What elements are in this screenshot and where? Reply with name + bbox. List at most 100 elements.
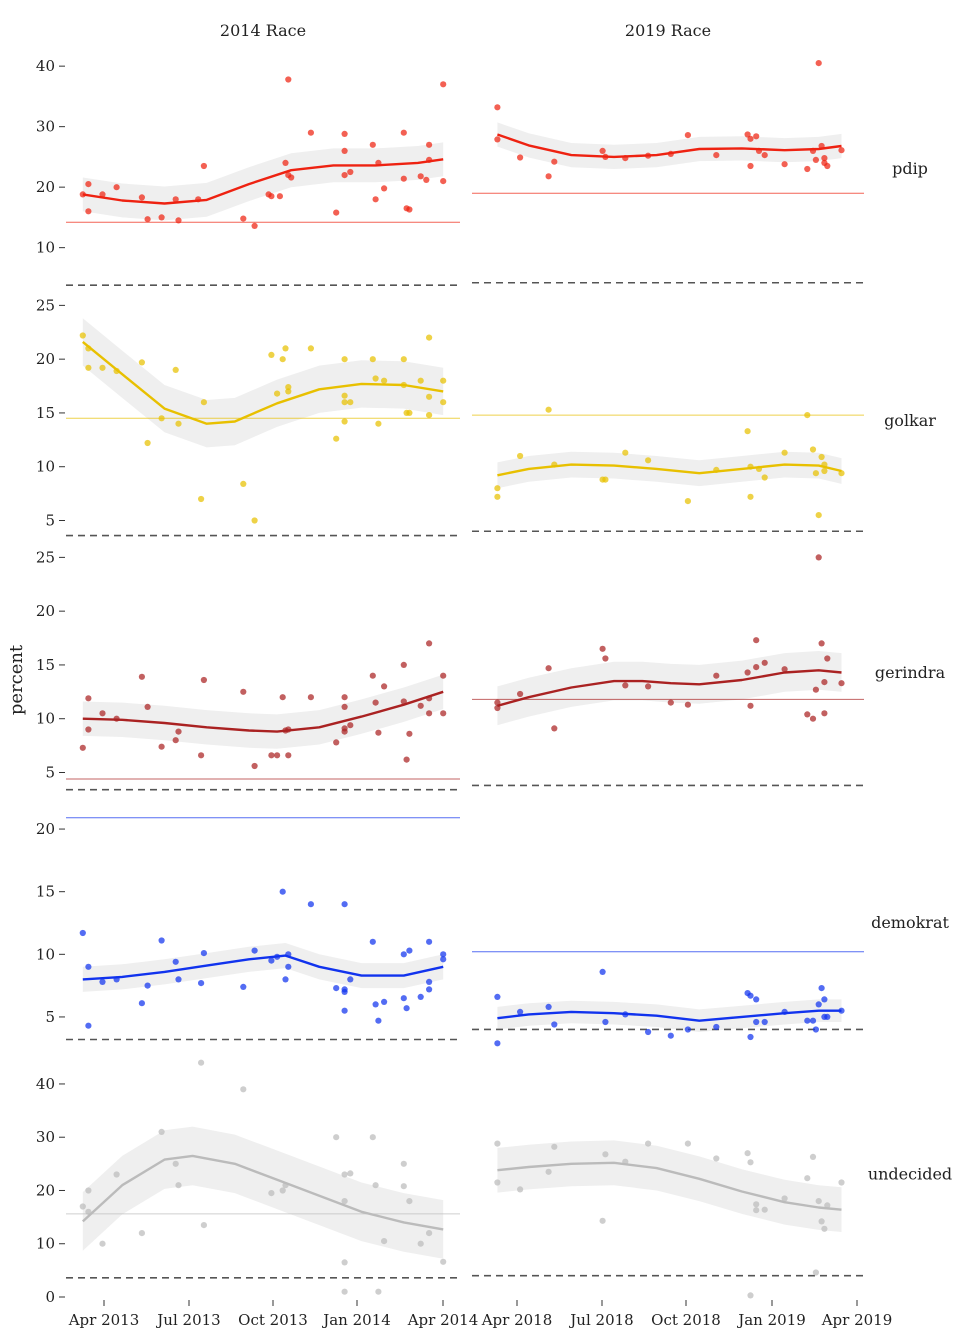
poll-point xyxy=(426,640,433,647)
poll-point xyxy=(200,1222,207,1229)
trend-line xyxy=(497,1009,842,1022)
poll-point xyxy=(761,474,768,481)
poll-point xyxy=(824,1013,831,1021)
poll-point xyxy=(622,449,629,456)
poll-point xyxy=(440,672,447,679)
poll-point xyxy=(815,1001,822,1008)
poll-point xyxy=(375,1017,382,1024)
trend-line xyxy=(497,669,842,707)
y-tick-label: 20 xyxy=(36,820,55,838)
poll-point xyxy=(79,332,86,339)
poll-point xyxy=(517,452,524,460)
poll-point xyxy=(172,1160,179,1167)
poll-point xyxy=(667,1032,674,1039)
poll-point xyxy=(268,1190,275,1197)
poll-point xyxy=(815,511,822,519)
trend-line xyxy=(82,954,444,981)
poll-point xyxy=(761,1206,768,1213)
x-tick-label: Oct 2013 xyxy=(238,1311,308,1329)
poll-point xyxy=(400,951,407,958)
poll-point xyxy=(99,1240,106,1247)
poll-point xyxy=(812,686,820,693)
poll-point xyxy=(99,191,106,198)
poll-point xyxy=(713,672,720,679)
y-tick-label: 25 xyxy=(36,548,55,566)
poll-point xyxy=(99,710,106,717)
poll-point xyxy=(818,985,825,992)
poll-point xyxy=(645,683,652,690)
facet-row-label: gerindra xyxy=(875,663,946,682)
poll-point xyxy=(747,992,754,999)
y-tick-label: 10 xyxy=(36,945,55,963)
poll-point xyxy=(333,739,340,746)
poll-point xyxy=(175,1182,182,1189)
y-tick-label: 10 xyxy=(36,458,55,476)
y-tick-label: 5 xyxy=(45,511,55,529)
poll-point xyxy=(341,1288,348,1295)
poll-point xyxy=(809,446,817,453)
poll-point xyxy=(824,655,831,662)
x-tick-label: Jan 2019 xyxy=(736,1311,806,1329)
poll-point xyxy=(268,957,275,964)
poll-point xyxy=(375,729,382,736)
poll-point xyxy=(417,993,424,1001)
poll-point xyxy=(753,1018,760,1026)
confidence-band xyxy=(82,142,444,221)
poll-point xyxy=(440,1258,447,1265)
poll-point xyxy=(347,976,354,983)
confidence-band xyxy=(82,318,444,448)
poll-point xyxy=(341,901,348,908)
poll-point xyxy=(494,485,501,492)
poll-point xyxy=(282,159,289,166)
poll-point xyxy=(761,1018,768,1026)
poll-point xyxy=(744,428,751,435)
poll-point xyxy=(494,993,501,1001)
facet-panel-pdip-0 xyxy=(66,76,460,286)
poll-point xyxy=(307,694,314,701)
poll-point xyxy=(400,1183,407,1190)
poll-point xyxy=(761,152,768,159)
poll-point xyxy=(279,356,286,363)
poll-point xyxy=(341,392,348,399)
poll-point xyxy=(517,690,524,698)
poll-point xyxy=(341,130,348,137)
poll-point xyxy=(753,133,760,140)
poll-point xyxy=(282,345,289,352)
poll-point xyxy=(158,214,165,221)
poll-point xyxy=(551,725,558,732)
poll-point xyxy=(85,364,92,371)
facet-panel-golkar-0 xyxy=(66,318,460,537)
y-axis-title: percent xyxy=(6,644,27,715)
confidence-band xyxy=(82,1126,444,1259)
poll-point xyxy=(372,1001,379,1008)
poll-point xyxy=(781,1195,788,1202)
poll-point xyxy=(713,1023,720,1031)
poll-point xyxy=(172,958,179,965)
poll-point xyxy=(85,1022,92,1029)
facet-row-label: undecided xyxy=(868,1165,952,1184)
poll-point xyxy=(824,1202,831,1209)
poll-point xyxy=(838,1179,845,1186)
poll-point xyxy=(341,703,348,711)
poll-point xyxy=(838,680,845,687)
poll-point xyxy=(347,722,354,729)
poll-point xyxy=(85,963,92,970)
poll-point xyxy=(753,637,760,644)
poll-point xyxy=(426,710,433,717)
poll-point xyxy=(602,655,609,662)
y-tick-label: 25 xyxy=(36,296,55,314)
poll-point xyxy=(753,1201,760,1208)
poll-point xyxy=(423,176,430,183)
poll-point xyxy=(804,1175,811,1182)
y-tick-label: 15 xyxy=(36,404,55,422)
poll-point xyxy=(406,206,413,213)
plot-area: 2014 Race 2019 Race pdip 10 20 30 40 golkar 5 10 1… xyxy=(36,21,952,1329)
poll-point xyxy=(406,730,413,737)
y-tick-label: 5 xyxy=(45,1008,55,1026)
poll-point xyxy=(551,1021,558,1028)
poll-point xyxy=(79,929,86,937)
poll-point xyxy=(279,1187,286,1194)
y-tick-label: 10 xyxy=(36,710,55,728)
poll-point xyxy=(440,951,447,958)
poll-point xyxy=(341,1198,348,1205)
